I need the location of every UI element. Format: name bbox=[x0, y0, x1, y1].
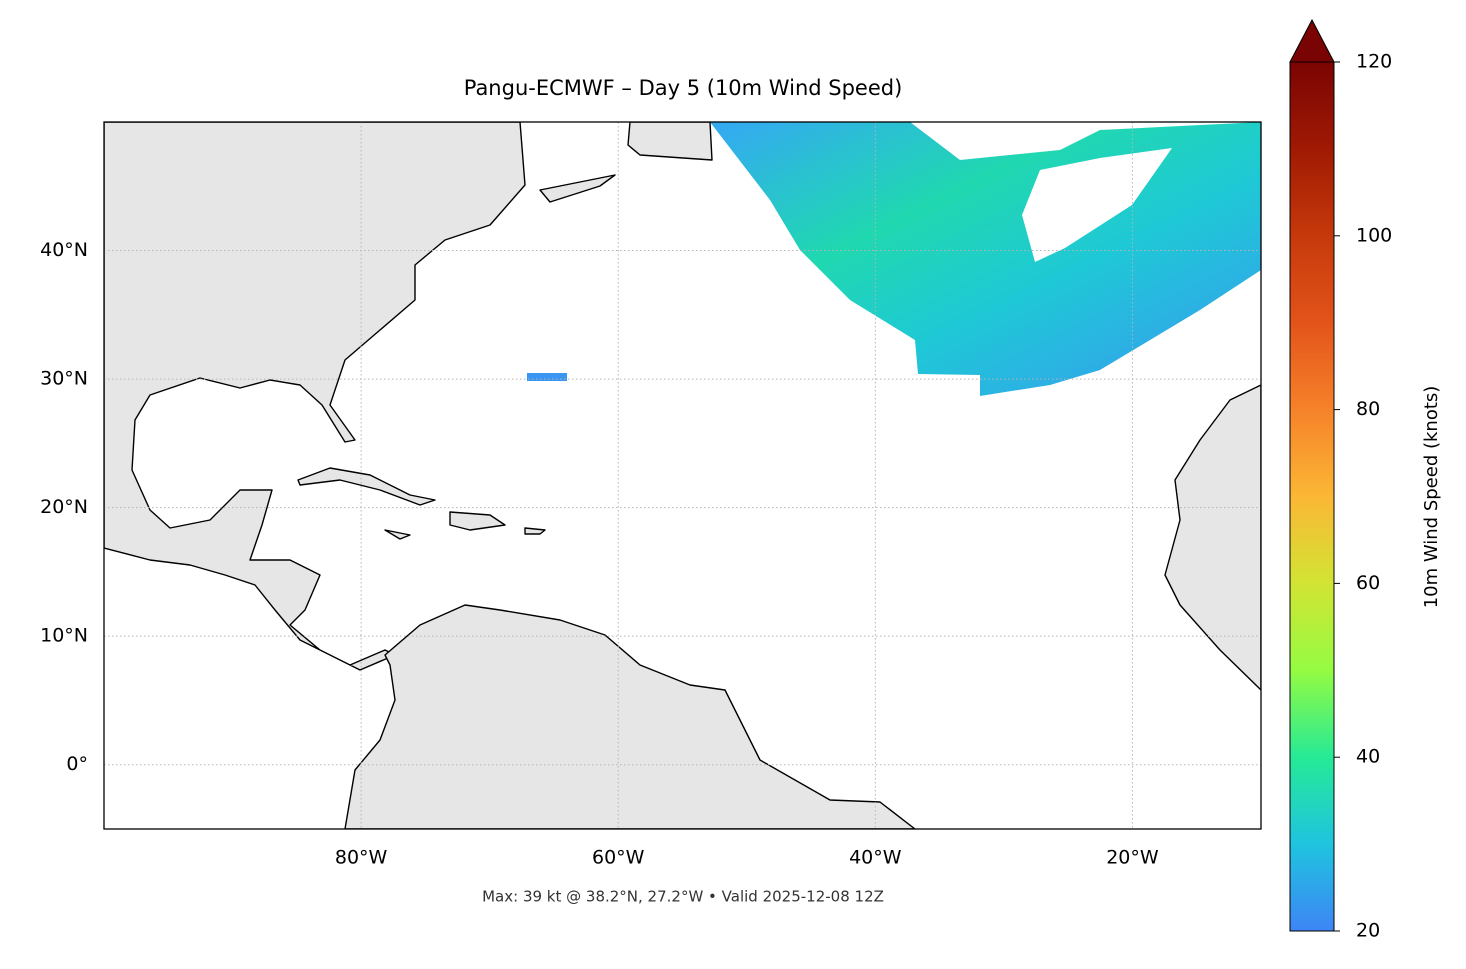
x-tick-label: 60°W bbox=[592, 847, 645, 869]
africa bbox=[1164, 384, 1261, 691]
colorbar-tick-label: 60 bbox=[1356, 572, 1380, 594]
y-tick-label: 0° bbox=[66, 753, 88, 775]
x-tick-label: 40°W bbox=[849, 847, 902, 869]
puerto-rico bbox=[524, 527, 546, 535]
hispaniola bbox=[449, 511, 506, 531]
y-tick-label: 40°N bbox=[40, 239, 88, 261]
colorbar-label: 10m Wind Speed (knots) bbox=[1421, 386, 1442, 609]
y-tick-label: 20°N bbox=[40, 496, 88, 518]
south-america bbox=[344, 604, 916, 829]
map-title: Pangu-ECMWF – Day 5 (10m Wind Speed) bbox=[464, 76, 903, 100]
y-tick-label: 10°N bbox=[40, 625, 88, 647]
colorbar-tick-label: 40 bbox=[1356, 746, 1380, 768]
y-tick-label: 30°N bbox=[40, 368, 88, 390]
colorbar-tick-label: 80 bbox=[1356, 398, 1380, 420]
wind-patch bbox=[527, 373, 567, 381]
colorbar-tick-label: 20 bbox=[1356, 920, 1380, 942]
colorbar-tick-label: 100 bbox=[1356, 224, 1392, 246]
map-area bbox=[104, 122, 1261, 829]
map-frame bbox=[103, 121, 1262, 830]
newfoundland bbox=[627, 122, 713, 161]
colorbar-tick-label: 120 bbox=[1356, 51, 1392, 73]
jamaica bbox=[384, 529, 411, 540]
x-tick-label: 80°W bbox=[335, 847, 388, 869]
cuba bbox=[297, 467, 436, 506]
north-america bbox=[104, 122, 526, 671]
wind-swath bbox=[710, 122, 1261, 396]
colorbar-extend bbox=[1289, 18, 1335, 63]
x-tick-label: 20°W bbox=[1106, 847, 1159, 869]
graticule bbox=[104, 122, 1261, 829]
colorbar bbox=[1289, 61, 1335, 932]
nova-scotia bbox=[539, 174, 616, 203]
footer-note: Max: 39 kt @ 38.2°N, 27.2°W • Valid 2025… bbox=[482, 888, 884, 906]
